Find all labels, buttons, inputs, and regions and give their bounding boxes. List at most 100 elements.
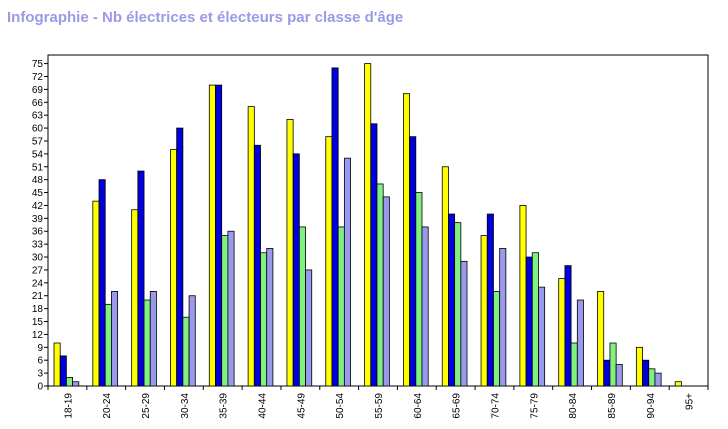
x-tick-label-90-94: 90-94 (646, 393, 657, 419)
y-tick-label-75: 75 (32, 59, 44, 70)
bar-35-39-series-4 (227, 230, 235, 387)
bar-40-44-series-3 (260, 252, 268, 387)
bar-90-94-series-3 (648, 368, 656, 387)
bar-25-29-series-4 (149, 291, 157, 387)
y-tick-label-21: 21 (32, 291, 44, 302)
y-tick-label-45: 45 (32, 188, 44, 199)
y-tick-label-72: 72 (32, 72, 44, 83)
x-tick-label-40-44: 40-44 (258, 393, 269, 419)
bar-20-24-series-1 (92, 200, 100, 387)
bar-30-34-series-2 (176, 127, 184, 387)
bar-55-59-series-1 (364, 63, 372, 387)
bar-30-34-series-4 (188, 295, 196, 387)
bar-45-49-series-3 (298, 226, 306, 387)
x-tick-label-70-74: 70-74 (490, 393, 501, 419)
bar-85-89-series-3 (609, 342, 617, 387)
bar-50-54-series-4 (343, 157, 351, 387)
bar-60-64-series-4 (421, 226, 429, 387)
bar-70-74-series-4 (499, 248, 507, 387)
bar-90-94-series-4 (654, 372, 662, 387)
x-tick-label-30-34: 30-34 (180, 393, 191, 419)
bar-65-69-series-4 (460, 260, 468, 387)
y-tick-label-15: 15 (32, 317, 44, 328)
y-tick-label-54: 54 (32, 149, 44, 160)
y-tick-label-3: 3 (37, 369, 43, 380)
x-tick-label-20-24: 20-24 (102, 393, 113, 419)
bar-45-49-series-4 (305, 269, 313, 387)
bar-20-24-series-2 (98, 179, 106, 387)
bar-30-34-series-3 (182, 316, 190, 387)
bar-85-89-series-4 (615, 364, 623, 387)
bar-60-64-series-2 (409, 136, 417, 387)
y-tick-label-48: 48 (32, 175, 44, 186)
x-tick-label-80-84: 80-84 (568, 393, 579, 419)
bar-90-94-series-2 (642, 359, 650, 387)
bar-80-84-series-3 (570, 342, 578, 387)
y-tick-label-36: 36 (32, 227, 44, 238)
bar-65-69-series-2 (448, 213, 456, 387)
bar-18-19-series-2 (59, 355, 67, 387)
bar-50-54-series-1 (325, 136, 333, 387)
x-tick-label-45-49: 45-49 (296, 393, 307, 419)
bar-75-79-series-3 (531, 252, 539, 387)
y-tick-label-69: 69 (32, 85, 44, 96)
y-tick-label-0: 0 (37, 382, 43, 393)
bar-55-59-series-4 (382, 196, 390, 387)
y-tick-label-33: 33 (32, 240, 44, 251)
bar-55-59-series-3 (376, 183, 384, 387)
bar-40-44-series-1 (247, 106, 255, 387)
bar-75-79-series-2 (525, 256, 533, 387)
bar-60-64-series-1 (403, 93, 411, 387)
bar-50-54-series-2 (331, 67, 339, 387)
bar-30-34-series-1 (170, 149, 178, 387)
x-tick-label-55-59: 55-59 (374, 393, 385, 419)
x-tick-label-60-64: 60-64 (413, 393, 424, 419)
bar-75-79-series-4 (538, 286, 546, 387)
bar-35-39-series-3 (221, 235, 229, 387)
bar-65-69-series-1 (441, 166, 449, 387)
bar-20-24-series-3 (104, 303, 112, 387)
bar-65-69-series-3 (454, 222, 462, 387)
bar-55-59-series-2 (370, 123, 378, 387)
bar-45-49-series-1 (286, 119, 294, 387)
y-tick-label-42: 42 (32, 201, 44, 212)
y-tick-label-9: 9 (37, 343, 43, 354)
bar-18-19-series-3 (66, 377, 74, 387)
bar-50-54-series-3 (337, 226, 345, 387)
bar-85-89-series-1 (597, 291, 605, 387)
y-tick-label-6: 6 (37, 356, 43, 367)
bar-40-44-series-4 (266, 248, 274, 387)
bar-90-94-series-1 (635, 346, 643, 387)
y-tick-label-24: 24 (32, 278, 44, 289)
x-tick-label-85-89: 85-89 (607, 393, 618, 419)
y-tick-label-12: 12 (32, 330, 44, 341)
y-tick-label-18: 18 (32, 304, 44, 315)
x-tick-label-35-39: 35-39 (219, 393, 230, 419)
bar-40-44-series-2 (253, 144, 261, 387)
bar-18-19-series-1 (53, 342, 61, 387)
x-tick-label-25-29: 25-29 (141, 393, 152, 419)
x-tick-label-18-19: 18-19 (63, 393, 74, 419)
bar-95+-series-1 (674, 381, 682, 387)
y-tick-label-30: 30 (32, 253, 44, 264)
bar-80-84-series-4 (576, 299, 584, 387)
bar-75-79-series-1 (519, 205, 527, 387)
bar-70-74-series-1 (480, 235, 488, 387)
bar-70-74-series-3 (493, 291, 501, 387)
y-tick-label-39: 39 (32, 214, 44, 225)
bar-45-49-series-2 (292, 153, 300, 387)
bar-60-64-series-3 (415, 192, 423, 387)
y-tick-label-60: 60 (32, 124, 44, 135)
x-tick-label-65-69: 65-69 (452, 393, 463, 419)
y-tick-label-57: 57 (32, 136, 44, 147)
bar-35-39-series-1 (208, 84, 216, 387)
bar-85-89-series-2 (603, 359, 611, 387)
x-tick-label-75-79: 75-79 (529, 393, 540, 419)
y-tick-label-66: 66 (32, 98, 44, 109)
bar-18-19-series-4 (72, 381, 80, 387)
bar-35-39-series-2 (215, 84, 223, 387)
bar-25-29-series-2 (137, 170, 145, 387)
bar-80-84-series-1 (558, 278, 566, 387)
